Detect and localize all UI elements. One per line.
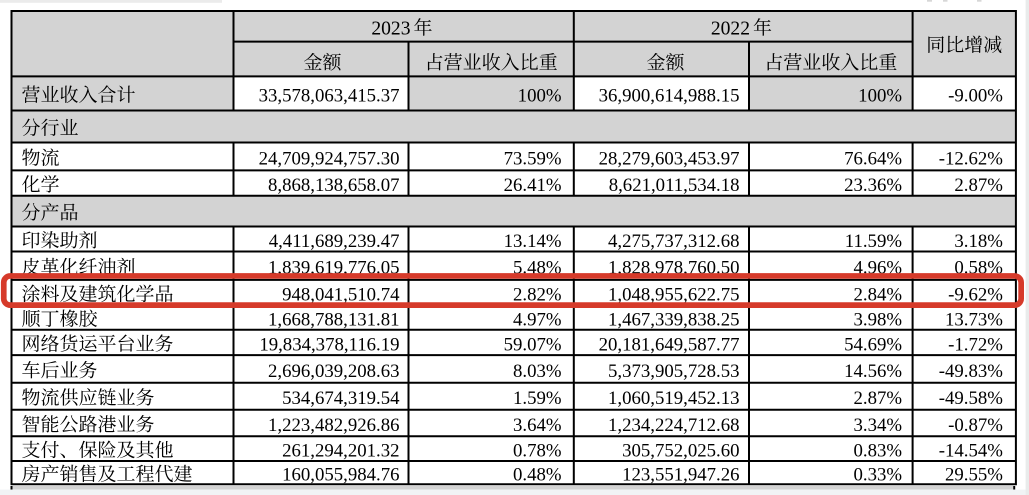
svg-text:261,294,201.32: 261,294,201.32	[282, 441, 399, 462]
svg-text:73.59%: 73.59%	[504, 148, 562, 169]
svg-text:3.34%: 3.34%	[853, 415, 902, 436]
svg-text:24,709,924,757.30: 24,709,924,757.30	[259, 148, 400, 169]
svg-text:100%: 100%	[858, 85, 902, 106]
svg-text:3.64%: 3.64%	[513, 415, 562, 436]
svg-text:13.14%: 13.14%	[504, 231, 562, 252]
svg-text:0.48%: 0.48%	[513, 465, 562, 486]
svg-text:1,467,339,838.25: 1,467,339,838.25	[608, 310, 739, 331]
svg-text:2.84%: 2.84%	[853, 285, 902, 306]
svg-text:2,696,039,208.63: 2,696,039,208.63	[268, 361, 399, 382]
svg-text:2.82%: 2.82%	[513, 285, 562, 306]
svg-text:26.41%: 26.41%	[504, 175, 562, 196]
svg-text:-9.00%: -9.00%	[948, 85, 1003, 106]
svg-text:36,900,614,988.15: 36,900,614,988.15	[599, 85, 740, 106]
svg-text:8.03%: 8.03%	[513, 361, 562, 382]
svg-text:5,373,905,728.53: 5,373,905,728.53	[608, 361, 739, 382]
svg-text:1.59%: 1.59%	[513, 388, 562, 409]
svg-text:14.56%: 14.56%	[844, 361, 902, 382]
svg-text:4,411,689,239.47: 4,411,689,239.47	[269, 231, 400, 252]
svg-text:948,041,510.74: 948,041,510.74	[282, 285, 400, 306]
svg-text:0.33%: 0.33%	[853, 465, 902, 486]
svg-text:305,752,025.60: 305,752,025.60	[622, 441, 739, 462]
svg-text:11.59%: 11.59%	[845, 231, 902, 252]
svg-text:13.73%: 13.73%	[945, 310, 1003, 331]
svg-text:0.78%: 0.78%	[513, 441, 562, 462]
svg-text:29.55%: 29.55%	[945, 465, 1003, 486]
svg-text:123,551,947.26: 123,551,947.26	[622, 465, 739, 486]
svg-text:1,060,519,452.13: 1,060,519,452.13	[608, 388, 739, 409]
svg-text:2023: 2023	[371, 18, 410, 39]
svg-text:8,621,011,534.18: 8,621,011,534.18	[609, 175, 740, 196]
svg-text:3.18%: 3.18%	[954, 231, 1003, 252]
svg-text:2.87%: 2.87%	[954, 175, 1003, 196]
svg-text:3.98%: 3.98%	[853, 310, 902, 331]
svg-text:-9.62%: -9.62%	[948, 285, 1003, 306]
svg-text:1,223,482,926.86: 1,223,482,926.86	[268, 415, 399, 436]
svg-text:0.83%: 0.83%	[853, 441, 902, 462]
svg-text:-1.72%: -1.72%	[948, 334, 1003, 355]
svg-text:28,279,603,453.97: 28,279,603,453.97	[599, 148, 740, 169]
svg-text:100%: 100%	[518, 85, 562, 106]
svg-text:54.69%: 54.69%	[844, 334, 902, 355]
svg-text:534,674,319.54: 534,674,319.54	[282, 388, 400, 409]
svg-text:20,181,649,587.77: 20,181,649,587.77	[599, 334, 740, 355]
svg-text:-14.54%: -14.54%	[939, 441, 1003, 462]
svg-text:-49.58%: -49.58%	[939, 388, 1003, 409]
svg-text:23.36%: 23.36%	[844, 175, 902, 196]
svg-text:4.97%: 4.97%	[513, 310, 562, 331]
svg-text:59.07%: 59.07%	[504, 334, 562, 355]
svg-text:-0.87%: -0.87%	[948, 415, 1003, 436]
svg-text:4,275,737,312.68: 4,275,737,312.68	[608, 231, 739, 252]
svg-text:1,048,955,622.75: 1,048,955,622.75	[608, 285, 739, 306]
svg-text:76.64%: 76.64%	[844, 148, 902, 169]
svg-text:1,668,788,131.81: 1,668,788,131.81	[268, 310, 399, 331]
svg-text:160,055,984.76: 160,055,984.76	[282, 465, 399, 486]
svg-text:-12.62%: -12.62%	[939, 148, 1003, 169]
svg-text:1,234,224,712.68: 1,234,224,712.68	[608, 415, 739, 436]
svg-text:19,834,378,116.19: 19,834,378,116.19	[259, 334, 399, 355]
svg-text:2.87%: 2.87%	[853, 388, 902, 409]
svg-text:-49.83%: -49.83%	[939, 361, 1003, 382]
svg-text:2022: 2022	[711, 18, 750, 39]
svg-text:8,868,138,658.07: 8,868,138,658.07	[268, 175, 399, 196]
svg-text:33,578,063,415.37: 33,578,063,415.37	[259, 85, 400, 106]
